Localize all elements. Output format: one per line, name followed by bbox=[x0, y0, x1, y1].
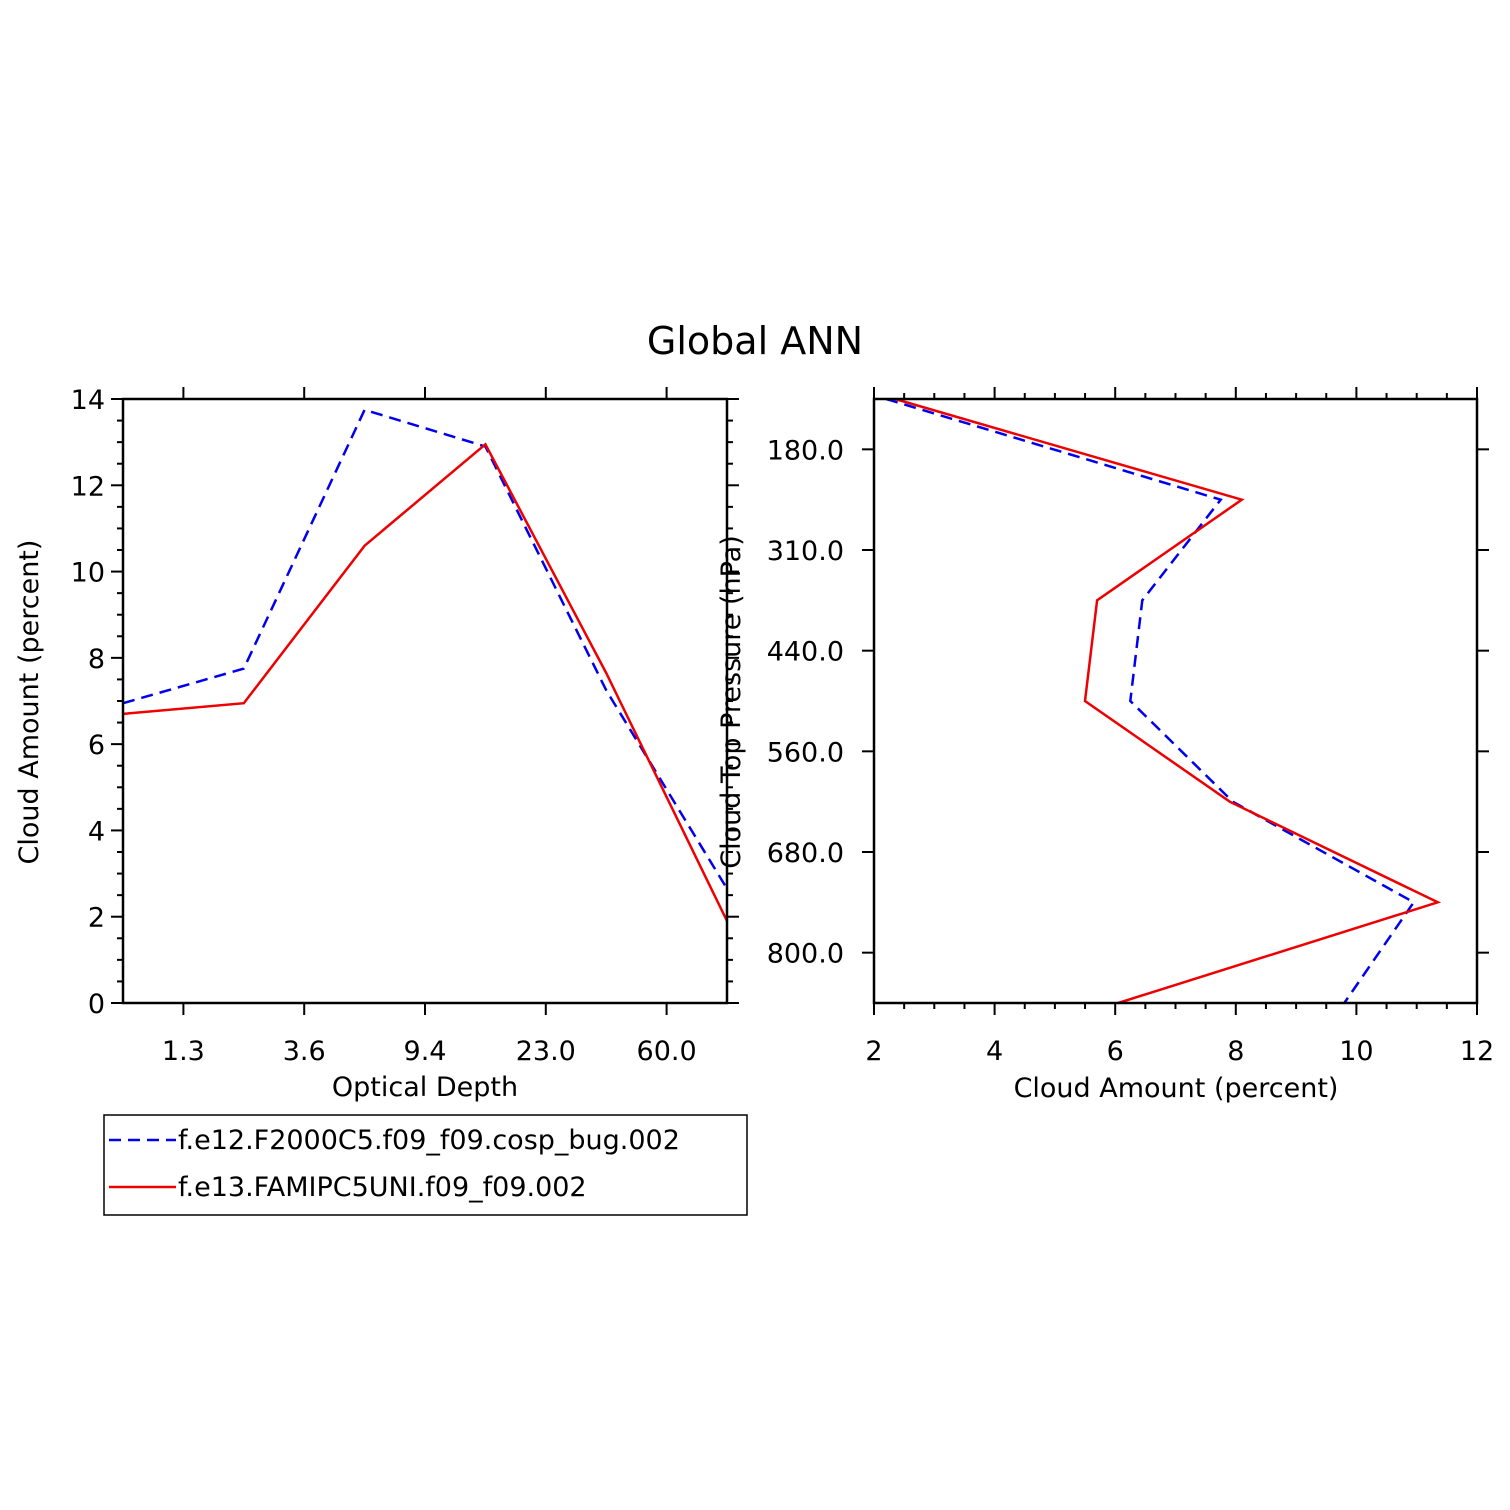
right-plot-frame bbox=[872, 397, 1479, 1005]
left-x-tick-label: 23.0 bbox=[516, 1036, 576, 1067]
right-y-tick-label: 310.0 bbox=[767, 536, 844, 567]
right-y-tick-label: 800.0 bbox=[767, 939, 844, 970]
right-x-tick-label: 2 bbox=[865, 1036, 882, 1067]
right-x-tick-label: 4 bbox=[986, 1036, 1003, 1067]
left-y-tick-label: 4 bbox=[88, 816, 105, 847]
right-x-axis-label: Cloud Amount (percent) bbox=[1014, 1073, 1339, 1104]
left-x-tick-label: 3.6 bbox=[283, 1036, 326, 1067]
right-x-tick-label: 10 bbox=[1339, 1036, 1373, 1067]
right-y-tick-label: 180.0 bbox=[767, 435, 844, 466]
figure-title: Global ANN bbox=[647, 319, 863, 363]
left-plot-frame bbox=[121, 397, 729, 1005]
right-y-tick-label: 560.0 bbox=[767, 737, 844, 768]
legend-label-series-b: f.e13.FAMIPC5UNI.f09_f09.002 bbox=[178, 1172, 587, 1203]
right-series-line-b bbox=[894, 397, 1442, 1005]
right-y-axis-label: Cloud Top Pressure (hPa) bbox=[716, 535, 747, 869]
legend: f.e12.F2000C5.f09_f09.cosp_bug.002 f.e13… bbox=[103, 1114, 748, 1216]
legend-frame bbox=[103, 1114, 748, 1216]
right-y-tick-label: 440.0 bbox=[767, 637, 844, 668]
right-x-tick-label: 6 bbox=[1107, 1036, 1124, 1067]
left-x-axis-label: Optical Depth bbox=[332, 1072, 518, 1103]
left-series-line-a bbox=[122, 408, 729, 890]
left-y-tick-label: 8 bbox=[88, 644, 105, 675]
right-series-line-a bbox=[885, 397, 1416, 1004]
left-x-tick-label: 9.4 bbox=[404, 1036, 447, 1067]
left-y-tick-label: 14 bbox=[71, 385, 105, 416]
right-y-tick-label: 680.0 bbox=[767, 838, 844, 869]
right-x-tick-label: 12 bbox=[1460, 1036, 1494, 1067]
right-x-tick-label: 8 bbox=[1227, 1036, 1244, 1067]
left-y-tick-label: 2 bbox=[88, 903, 105, 934]
left-y-tick-label: 10 bbox=[71, 558, 105, 589]
left-y-tick-label: 12 bbox=[71, 471, 105, 502]
left-y-axis-label: Cloud Amount (percent) bbox=[14, 540, 45, 865]
left-y-tick-label: 6 bbox=[88, 730, 105, 761]
left-y-tick-label: 0 bbox=[88, 989, 105, 1020]
left-x-tick-label: 60.0 bbox=[637, 1036, 697, 1067]
left-chart: 0 2 4 6 8 10 12 14 1.3 3.6 9.4 23.0 60.0 Optical Dep… bbox=[14, 385, 739, 1103]
left-x-tick-label: 1.3 bbox=[162, 1036, 205, 1067]
left-series-line-b bbox=[122, 442, 729, 922]
legend-label-series-a: f.e12.F2000C5.f09_f09.cosp_bug.002 bbox=[178, 1125, 680, 1156]
right-chart: 2 4 6 8 10 12 180.0 310.0 440.0 560.0 680.0 800.0 C… bbox=[716, 387, 1494, 1104]
